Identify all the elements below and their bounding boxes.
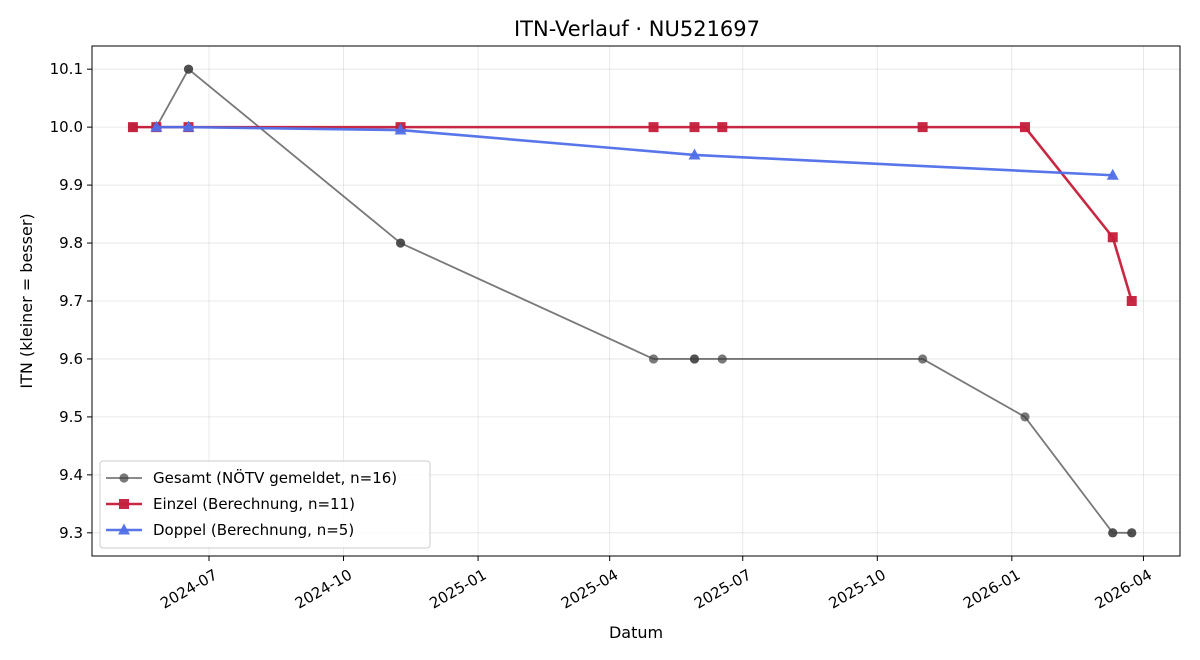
x-tick-label: 2026-04 (1092, 566, 1155, 613)
data-point (1020, 412, 1030, 422)
series-layer (127, 64, 1137, 538)
y-axis-label: ITN (kleiner = besser) (17, 213, 36, 388)
legend-marker (119, 499, 129, 509)
data-point (1106, 168, 1119, 180)
series-circle (128, 64, 1137, 538)
data-point (395, 238, 406, 248)
data-point (1019, 122, 1030, 133)
y-tick-label: 10.0 (50, 118, 83, 136)
x-axis-label: Datum (609, 623, 663, 642)
data-point (918, 354, 928, 364)
grid-lines (92, 46, 1180, 556)
series-triangle (150, 120, 1119, 180)
x-tick-label: 2024-07 (157, 566, 220, 613)
legend-marker (118, 523, 130, 535)
data-point (183, 64, 194, 74)
data-point (1107, 232, 1118, 243)
series-line (132, 125, 1133, 302)
legend-label: Doppel (Berechnung, n=5) (153, 521, 354, 539)
legend-label: Einzel (Berechnung, n=11) (153, 495, 355, 513)
data-point (648, 354, 659, 364)
x-tick-label: 2024-10 (292, 566, 355, 613)
y-tick-label: 10.1 (50, 60, 83, 78)
data-point (688, 148, 701, 160)
data-point (150, 120, 163, 132)
legend-label: Gesamt (NÖTV gemeldet, n=16) (153, 468, 397, 487)
x-tick-label: 2025-04 (558, 566, 621, 613)
data-point (717, 122, 728, 133)
data-point (1126, 296, 1137, 306)
data-point (394, 123, 407, 135)
legend: Gesamt (NÖTV gemeldet, n=16) Einzel (Bere… (99, 460, 431, 549)
x-tick-label: 2025-07 (691, 566, 754, 613)
data-point (648, 122, 659, 133)
y-tick-label: 9.9 (59, 176, 83, 194)
x-tick-label: 2026-01 (960, 566, 1023, 613)
y-tick-label: 9.3 (59, 524, 83, 542)
data-point (1108, 528, 1118, 538)
y-tick-label: 9.4 (59, 466, 83, 484)
y-tick-label: 9.7 (59, 292, 83, 310)
data-point (689, 354, 700, 364)
data-point (127, 122, 138, 133)
data-point (689, 122, 700, 133)
data-point (182, 120, 195, 132)
y-tick-label: 9.6 (59, 350, 83, 368)
data-point (917, 122, 928, 133)
x-tick-label: 2025-10 (826, 566, 889, 613)
data-point (1127, 528, 1137, 538)
x-tick-label: 2025-01 (426, 566, 489, 613)
legend-box (99, 460, 431, 549)
y-tick-label: 9.5 (59, 408, 83, 426)
data-point (717, 354, 727, 364)
legend-marker (119, 473, 129, 483)
y-tick-label: 9.8 (59, 234, 83, 252)
chart-title: ITN-Verlauf · NU521697 (514, 17, 760, 41)
series-line (156, 125, 1113, 177)
